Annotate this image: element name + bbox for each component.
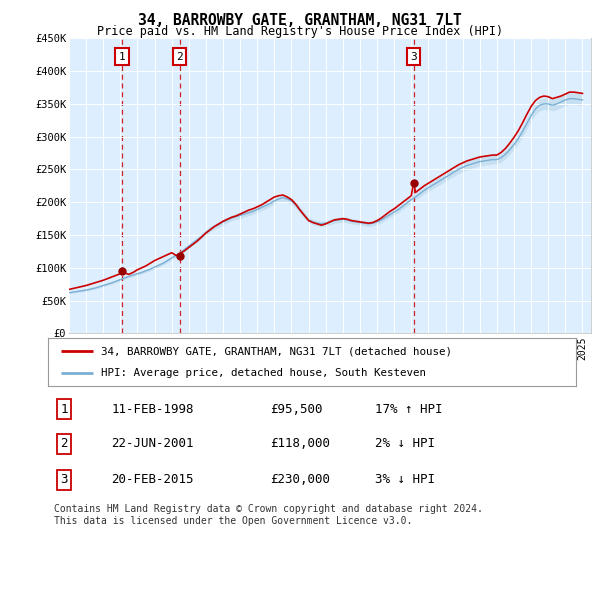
Text: Price paid vs. HM Land Registry's House Price Index (HPI): Price paid vs. HM Land Registry's House … (97, 25, 503, 38)
Text: 3: 3 (60, 474, 68, 487)
Text: 1: 1 (60, 402, 68, 415)
Text: 2: 2 (60, 437, 68, 451)
Text: 1: 1 (119, 52, 125, 62)
Text: HPI: Average price, detached house, South Kesteven: HPI: Average price, detached house, Sout… (101, 368, 426, 378)
Text: 3: 3 (410, 52, 417, 62)
Text: £118,000: £118,000 (270, 437, 330, 451)
Text: 11-FEB-1998: 11-FEB-1998 (112, 402, 194, 415)
Text: 2% ↓ HPI: 2% ↓ HPI (376, 437, 436, 451)
Text: 22-JUN-2001: 22-JUN-2001 (112, 437, 194, 451)
Text: 34, BARROWBY GATE, GRANTHAM, NG31 7LT (detached house): 34, BARROWBY GATE, GRANTHAM, NG31 7LT (d… (101, 346, 452, 356)
Text: Contains HM Land Registry data © Crown copyright and database right 2024.
This d: Contains HM Land Registry data © Crown c… (54, 504, 483, 526)
Text: 2: 2 (176, 52, 183, 62)
Text: £95,500: £95,500 (270, 402, 322, 415)
Text: 3% ↓ HPI: 3% ↓ HPI (376, 474, 436, 487)
Text: 17% ↑ HPI: 17% ↑ HPI (376, 402, 443, 415)
Text: 20-FEB-2015: 20-FEB-2015 (112, 474, 194, 487)
Text: £230,000: £230,000 (270, 474, 330, 487)
Text: 34, BARROWBY GATE, GRANTHAM, NG31 7LT: 34, BARROWBY GATE, GRANTHAM, NG31 7LT (138, 13, 462, 28)
